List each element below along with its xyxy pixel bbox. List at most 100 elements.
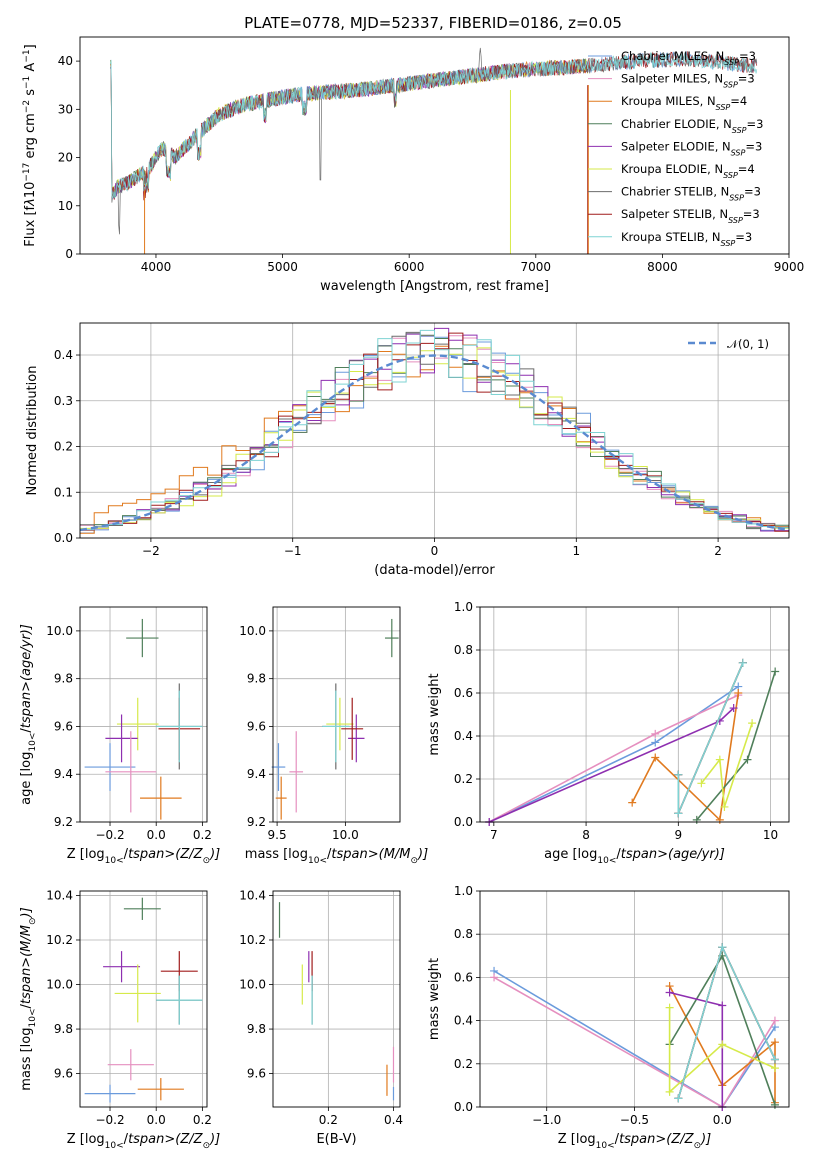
age_vs_Z-xtick-label-2: 0.2 (193, 828, 212, 842)
residuals-xtick-label-3: 1 (572, 544, 580, 558)
age_vs_Z-xlabel: Z [log10</tspan>(Z/Z⊙)] (67, 847, 221, 866)
weight_vs_age-frame (479, 606, 790, 823)
weight_vs_Z-ytick-label-5: 1.0 (454, 884, 473, 898)
weight_vs_age-ytick-label-4: 0.8 (454, 643, 473, 657)
weight_vs_age-series-8-marker-2 (738, 658, 747, 667)
weight_vs_Z-series-8-marker-0 (674, 1094, 683, 1103)
weight_vs_age-series-2-marker-2 (715, 815, 724, 824)
weight_vs_age-series-1-marker-1 (651, 729, 660, 738)
weight_vs_age-xtick-label-2: 9 (674, 828, 682, 842)
residuals-ytick-label-3: 0.3 (54, 394, 73, 408)
mass_vs_Z-panel: −0.2 0.0 0.2 9.6 9.8 10.0 10.2 10.4 Z [log10</ts… (19, 888, 220, 1151)
weight_vs_age-series-1 (488, 694, 739, 823)
spectrum-ytick-label-2: 20 (58, 151, 73, 165)
weight_vs_Z-ytick-label-1: 0.2 (454, 1057, 473, 1071)
weight_vs_Z-xtick-label-1: −0.5 (620, 1113, 649, 1127)
weight_vs_Z-ylabel: mass weight (427, 958, 442, 1040)
legend-entry-7: Salpeter STELIB, NSSP=3 (621, 207, 760, 225)
spectrum-xtick-label-3: 7000 (521, 260, 552, 274)
mass_vs_Z-xtick-label-0: −0.2 (95, 1113, 124, 1127)
weight_vs_age-series-0-marker-1 (651, 738, 660, 747)
age_vs_mass-ytick-label-2: 9.6 (247, 719, 266, 733)
weight_vs_Z-series-1-marker-0 (490, 973, 499, 982)
spectrum-line-kroupa-elodie (110, 59, 590, 199)
age_vs_mass-xtick-label-1: 10.0 (332, 828, 359, 842)
spectrum-line-kroupa-stelib (110, 52, 758, 200)
weight_vs_age-series-5-marker-3 (748, 719, 757, 728)
spectrum-ytick-label-0: 0 (65, 247, 73, 261)
mass_vs_EBV-xtick-label-1: 0.4 (384, 1113, 403, 1127)
age_vs_Z-ytick-label-3: 9.8 (54, 672, 73, 686)
weight_vs_age-series-8 (677, 662, 744, 814)
weight_vs_Z-series-1-marker-2 (770, 1016, 779, 1025)
mass_vs_Z-ylabel: mass [log10</tspan>(M/M⊙)] (19, 907, 38, 1090)
weight_vs_Z-series-2-marker-2 (770, 1038, 779, 1047)
residuals-ytick-label-1: 0.1 (54, 485, 73, 499)
mass_vs_EBV-xlabel: E(B-V) (316, 1132, 356, 1147)
age_vs_Z-ylabel: age [log10</tspan>(age/yr)] (19, 624, 38, 805)
age_vs_Z-ytick-label-2: 9.6 (54, 719, 73, 733)
age_vs_Z-panel: −0.2 0.0 0.2 9.2 9.4 9.6 9.8 10.0 Z [log10</tspa… (19, 606, 221, 866)
residuals-ytick-label-4: 0.4 (54, 348, 73, 362)
weight_vs_Z-series-8-marker-1 (718, 943, 727, 952)
weight_vs_Z-frame (479, 890, 790, 1108)
weight_vs_age-series-2-marker-1 (651, 753, 660, 762)
mass_vs_EBV-ytick-label-4: 10.4 (239, 888, 266, 902)
weight_vs_age-series-3-marker-2 (771, 667, 780, 676)
age_vs_Z-frame (79, 606, 208, 823)
weight_vs_Z-xtick-label-2: 0.0 (713, 1113, 732, 1127)
weight_vs_Z-panel: −1.0 −0.5 0.0 0.0 0.2 0.4 0.6 0.8 1.0 Z [log10</t… (427, 884, 790, 1151)
age_vs_mass-frame (272, 606, 401, 823)
mass_vs_Z-xtick-label-1: 0.0 (147, 1113, 166, 1127)
weight_vs_age-series-3-marker-0 (692, 815, 701, 824)
spectrum-ylabel: Flux [fλ10−17 erg cm−2 s−1 A−1] (22, 44, 38, 246)
mass_vs_EBV-xtick-label-0: 0.2 (319, 1113, 338, 1127)
mass_vs_EBV-panel: 0.2 0.4 9.6 9.8 10.0 10.2 10.4 E(B-V) (239, 888, 403, 1147)
weight_vs_age-series-3-marker-1 (743, 755, 752, 764)
legend-entry-5: Kroupa ELODIE, NSSP=4 (621, 162, 755, 180)
weight_vs_Z-series-4-marker-0 (665, 988, 674, 997)
spectrum-ytick-label-3: 30 (58, 102, 73, 116)
weight_vs_age-xtick-label-3: 10 (763, 828, 778, 842)
spectrum-xtick-label-5: 9000 (774, 260, 805, 274)
legend-entry-8: Kroupa STELIB, NSSP=3 (621, 230, 752, 248)
spectrum-ytick-label-1: 10 (58, 199, 73, 213)
weight_vs_Z-series-5-marker-0 (665, 1003, 674, 1012)
weight_vs_Z-series-5-marker-2 (718, 1040, 727, 1049)
mass_vs_Z-ytick-label-4: 10.4 (46, 888, 73, 902)
mass_vs_Z-frame (79, 890, 208, 1108)
figure-title: PLATE=0778, MJD=52337, FIBERID=0186, z=0… (244, 14, 622, 32)
residuals-ytick-label-2: 0.2 (54, 440, 73, 454)
weight_vs_age-series-3 (696, 671, 776, 821)
residual-hist-kroupa-stelib (80, 329, 789, 531)
weight_vs_Z-ytick-label-2: 0.4 (454, 1014, 473, 1028)
weight_vs_Z-series-8-marker-2 (770, 1055, 779, 1064)
weight_vs_age-ytick-label-5: 1.0 (454, 600, 473, 614)
mass_vs_Z-ytick-label-1: 9.8 (54, 1022, 73, 1036)
weight_vs_age-series-2-marker-3 (734, 689, 743, 697)
spectrum-xtick-label-4: 8000 (647, 260, 678, 274)
spectrum-ytick-label-4: 40 (58, 54, 73, 68)
mass_vs_Z-xlabel: Z [log10</tspan>(Z/Z⊙)] (67, 1132, 221, 1151)
spectrum-line-kroupa-miles (110, 59, 590, 197)
age_vs_mass-xlabel: mass [log10</tspan>(M/M⊙)] (245, 847, 428, 866)
spectrum-xlabel: wavelength [Angstrom, rest frame] (320, 279, 549, 294)
weight_vs_age-ylabel: mass weight (427, 673, 442, 755)
weight_vs_age-series-2-marker-0 (628, 798, 637, 807)
weight_vs_Z-series-4 (669, 991, 724, 1107)
residuals-frame (79, 322, 790, 539)
weight_vs_Z-ytick-label-4: 0.8 (454, 927, 473, 941)
spectrum-xtick-label-2: 6000 (394, 260, 425, 274)
weight_vs_Z-series-4-marker-1 (718, 1001, 727, 1010)
weight_vs_age-series-5-marker-1 (715, 755, 724, 764)
weight_vs_age-series-8-marker-1 (674, 809, 683, 818)
age_vs_Z-ytick-label-0: 9.2 (54, 815, 73, 829)
weight_vs_age-xlabel: age [log10</tspan>(age/yr)] (544, 847, 725, 866)
weight_vs_Z-ytick-label-3: 0.6 (454, 970, 473, 984)
residuals-panel: −2 −1 0 1 2 0.0 0.1 0.2 0.3 0.4 (data-model)/error… (25, 322, 790, 578)
spectrum-xtick-label-1: 5000 (267, 260, 298, 274)
mass_vs_Z-ytick-label-0: 9.6 (54, 1067, 73, 1081)
weight_vs_age-series-5 (700, 722, 753, 808)
weight_vs_age-xtick-label-1: 8 (582, 828, 590, 842)
